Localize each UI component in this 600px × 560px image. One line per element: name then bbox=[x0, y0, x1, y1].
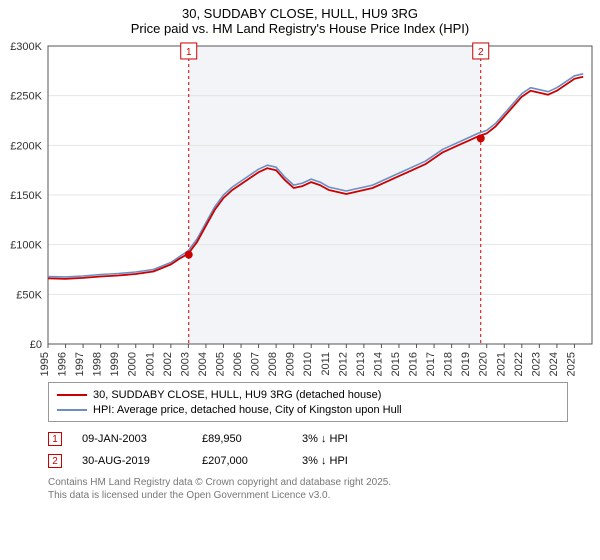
sales-table: 1 09-JAN-2003 £89,950 3% ↓ HPI 2 30-AUG-… bbox=[48, 428, 568, 472]
svg-text:1998: 1998 bbox=[92, 352, 104, 376]
svg-text:£0: £0 bbox=[30, 339, 42, 351]
plot-area: £0 £50K £100K £150K £200K £250K £300K 1995 1996 1… bbox=[0, 40, 600, 380]
sale-date: 09-JAN-2003 bbox=[82, 433, 182, 445]
legend-swatch bbox=[57, 409, 87, 411]
svg-text:2014: 2014 bbox=[372, 352, 384, 376]
svg-text:2003: 2003 bbox=[179, 352, 191, 376]
svg-text:2024: 2024 bbox=[548, 352, 560, 376]
line-chart-svg: £0 £50K £100K £150K £200K £250K £300K 1995 1996 1… bbox=[0, 40, 600, 380]
chart-title-line2: Price paid vs. HM Land Registry's House … bbox=[0, 21, 600, 36]
table-row: 1 09-JAN-2003 £89,950 3% ↓ HPI bbox=[48, 428, 568, 450]
svg-text:2023: 2023 bbox=[530, 352, 542, 376]
svg-text:2019: 2019 bbox=[460, 352, 472, 376]
svg-text:2015: 2015 bbox=[390, 352, 402, 376]
svg-text:1996: 1996 bbox=[57, 352, 69, 376]
chart-title-line1: 30, SUDDABY CLOSE, HULL, HU9 3RG bbox=[0, 6, 600, 21]
table-row: 2 30-AUG-2019 £207,000 3% ↓ HPI bbox=[48, 450, 568, 472]
svg-text:£250K: £250K bbox=[10, 91, 42, 103]
svg-text:2013: 2013 bbox=[355, 352, 367, 376]
svg-text:£200K: £200K bbox=[10, 140, 42, 152]
svg-text:1995: 1995 bbox=[39, 352, 51, 376]
svg-text:2008: 2008 bbox=[267, 352, 279, 376]
sale-price: £207,000 bbox=[202, 455, 282, 467]
svg-text:1997: 1997 bbox=[74, 352, 86, 376]
sale-badge: 1 bbox=[48, 432, 62, 446]
legend-label: HPI: Average price, detached house, City… bbox=[93, 404, 402, 416]
svg-text:2025: 2025 bbox=[565, 352, 577, 376]
svg-text:£100K: £100K bbox=[10, 240, 42, 252]
chart-container: 30, SUDDABY CLOSE, HULL, HU9 3RG Price p… bbox=[0, 0, 600, 560]
svg-text:2010: 2010 bbox=[302, 352, 314, 376]
svg-text:2: 2 bbox=[478, 47, 484, 58]
svg-text:1999: 1999 bbox=[109, 352, 121, 376]
svg-text:2005: 2005 bbox=[214, 352, 226, 376]
svg-text:£50K: £50K bbox=[16, 289, 42, 301]
svg-text:2011: 2011 bbox=[320, 352, 332, 376]
svg-text:2017: 2017 bbox=[425, 352, 437, 376]
legend-label: 30, SUDDABY CLOSE, HULL, HU9 3RG (detach… bbox=[93, 389, 381, 401]
svg-text:£300K: £300K bbox=[10, 41, 42, 53]
svg-text:1: 1 bbox=[186, 47, 192, 58]
legend-swatch bbox=[57, 394, 87, 396]
svg-text:2009: 2009 bbox=[285, 352, 297, 376]
svg-text:2002: 2002 bbox=[162, 352, 174, 376]
legend-item: 30, SUDDABY CLOSE, HULL, HU9 3RG (detach… bbox=[57, 387, 559, 402]
svg-text:2016: 2016 bbox=[408, 352, 420, 376]
sale-diff: 3% ↓ HPI bbox=[302, 455, 382, 467]
svg-text:2006: 2006 bbox=[232, 352, 244, 376]
footnote: Contains HM Land Registry data © Crown c… bbox=[48, 476, 588, 502]
svg-text:2000: 2000 bbox=[127, 352, 139, 376]
svg-text:2004: 2004 bbox=[197, 352, 209, 376]
sale-badge: 2 bbox=[48, 454, 62, 468]
svg-text:2020: 2020 bbox=[478, 352, 490, 376]
sale-price: £89,950 bbox=[202, 433, 282, 445]
legend-item: HPI: Average price, detached house, City… bbox=[57, 402, 559, 417]
sale-date: 30-AUG-2019 bbox=[82, 455, 182, 467]
legend: 30, SUDDABY CLOSE, HULL, HU9 3RG (detach… bbox=[48, 382, 568, 422]
svg-text:£150K: £150K bbox=[10, 190, 42, 202]
svg-text:2021: 2021 bbox=[495, 352, 507, 376]
sale-diff: 3% ↓ HPI bbox=[302, 433, 382, 445]
svg-text:2007: 2007 bbox=[250, 352, 262, 376]
footnote-line: Contains HM Land Registry data © Crown c… bbox=[48, 476, 588, 489]
svg-text:2001: 2001 bbox=[144, 352, 156, 376]
footnote-line: This data is licensed under the Open Gov… bbox=[48, 489, 588, 502]
svg-text:2018: 2018 bbox=[443, 352, 455, 376]
svg-text:2022: 2022 bbox=[513, 352, 525, 376]
svg-text:2012: 2012 bbox=[337, 352, 349, 376]
